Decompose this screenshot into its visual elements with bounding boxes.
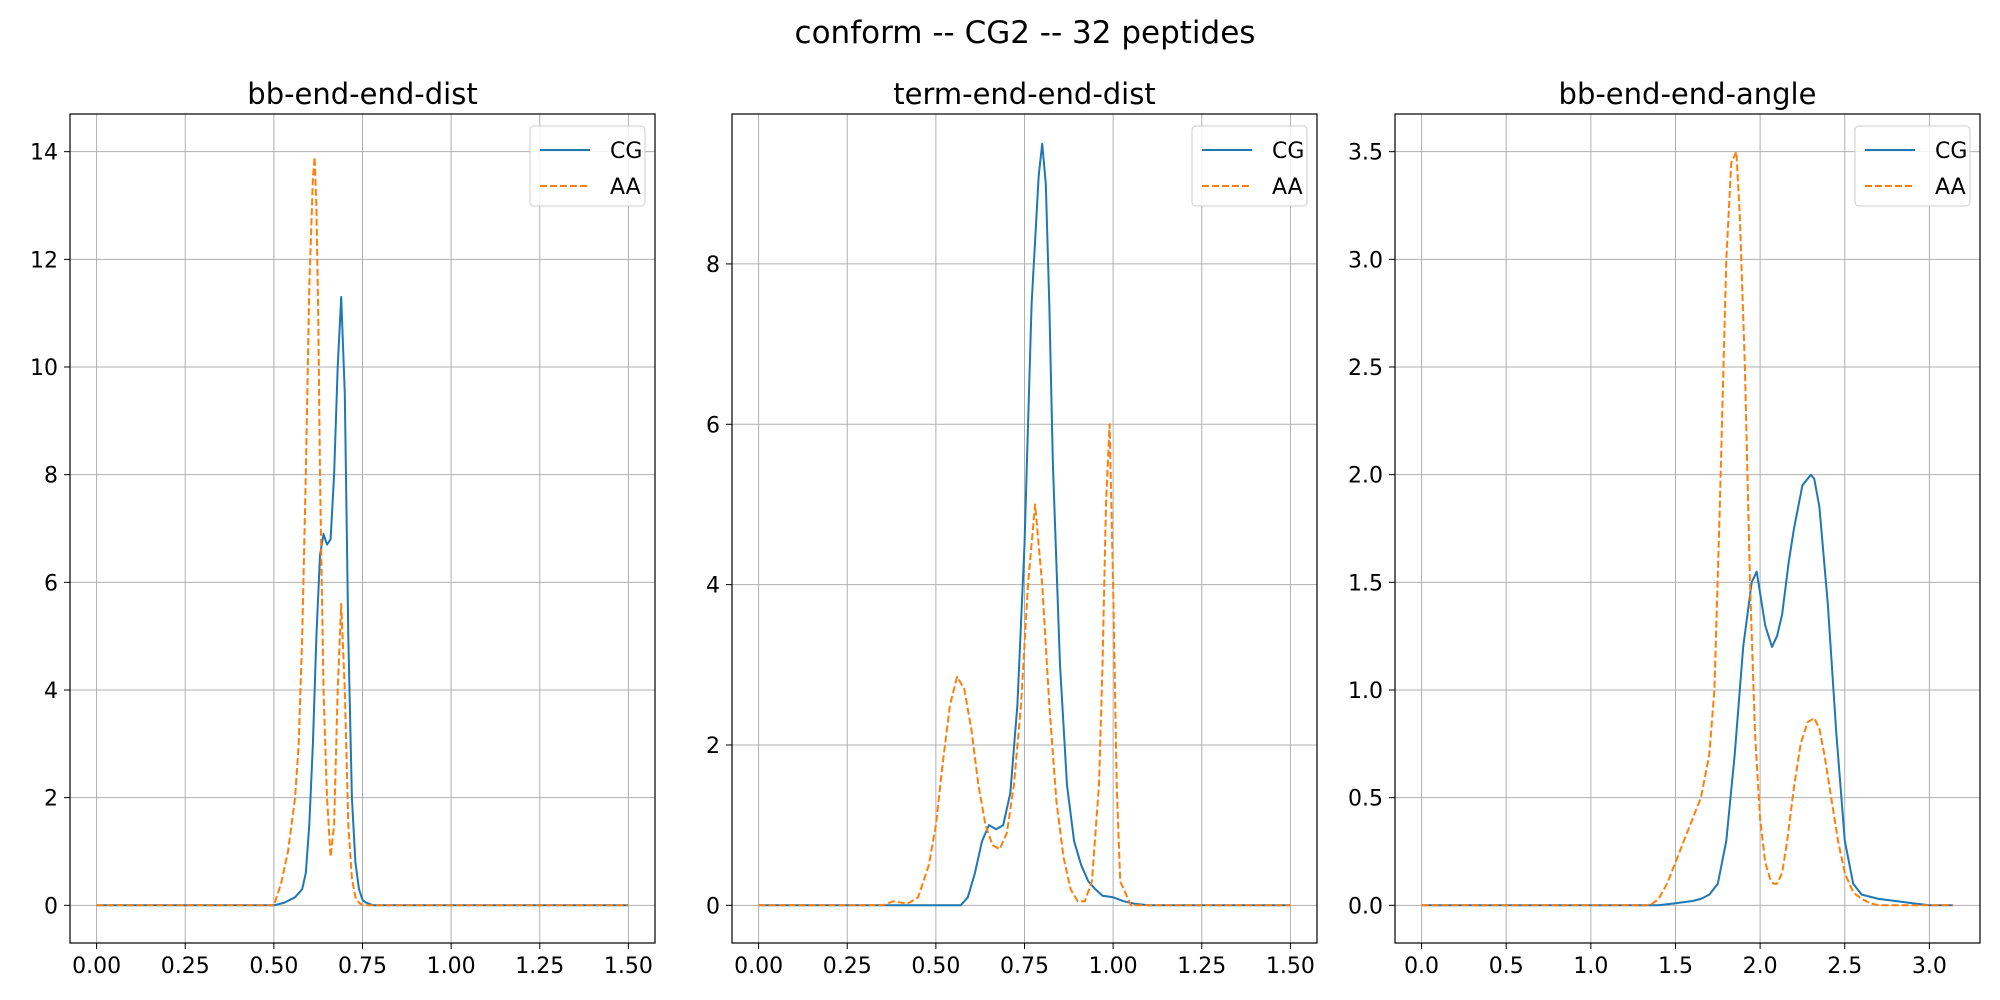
y-tick-label: 8 <box>706 253 720 278</box>
y-tick-label: 3.5 <box>1348 141 1383 166</box>
legend-box <box>529 125 646 207</box>
subplot-2: 0.00 0.25 0.50 0.75 1.00 1.25 1.50 0 2 4 6 8 term-en… <box>706 77 1318 979</box>
y-tick-label: 2 <box>706 734 720 759</box>
legend-label-aa: AA <box>1272 175 1303 200</box>
legend: CG AA <box>1191 125 1308 207</box>
series-line-aa <box>758 423 1291 907</box>
subplot-title: bb-end-end-dist <box>247 77 477 111</box>
y-tick-label: 10 <box>30 356 58 381</box>
y-tick-label: 4 <box>44 679 58 704</box>
subplot-1: 0.00 0.25 0.50 0.75 1.00 1.25 1.50 0 2 4 6 8 10 12 14 b… <box>30 77 656 979</box>
x-tick-label: 0.5 <box>1489 954 1524 979</box>
y-tick-label: 6 <box>44 571 58 596</box>
legend-label-cg: CG <box>610 139 642 164</box>
figure-suptitle: conform -- CG2 -- 32 peptides <box>795 15 1256 51</box>
y-tick-label: 12 <box>30 248 58 273</box>
x-tick-label: 2.0 <box>1743 954 1778 979</box>
y-tick-label: 8 <box>44 464 58 489</box>
subplot-title: bb-end-end-angle <box>1559 77 1817 111</box>
x-tick-label: 0.25 <box>161 954 210 979</box>
x-tick-label: 1.50 <box>604 954 653 979</box>
x-tick-label: 0.50 <box>249 954 298 979</box>
subplot-3: 0.0 0.5 1.0 1.5 2.0 2.5 3.0 0.0 0.5 1.0 1.5 2.0 2.5 3… <box>1348 77 1981 979</box>
x-tick-label: 0.75 <box>1000 954 1049 979</box>
x-tick-label: 1.00 <box>1089 954 1138 979</box>
legend: CG AA <box>1854 125 1971 207</box>
y-tick-label: 2.0 <box>1348 464 1383 489</box>
x-tick-label: 1.00 <box>427 954 476 979</box>
y-tick-label: 0 <box>706 894 720 919</box>
series-line-cg <box>96 296 629 907</box>
y-tick-label: 0.0 <box>1348 894 1383 919</box>
y-tick-label: 2.5 <box>1348 356 1383 381</box>
y-tick-label: 1.0 <box>1348 679 1383 704</box>
y-tick-label: 6 <box>706 413 720 438</box>
y-tick-label: 4 <box>706 574 720 599</box>
legend-box <box>1191 125 1308 207</box>
legend-label-aa: AA <box>610 175 641 200</box>
series-line-cg <box>1421 473 1954 907</box>
subplot-title: term-end-end-dist <box>893 77 1155 111</box>
axes-frame <box>1394 113 1981 944</box>
x-tick-label: 3.0 <box>1912 954 1947 979</box>
y-tick-label: 3.0 <box>1348 248 1383 273</box>
x-tick-label: 1.25 <box>515 954 564 979</box>
x-tick-label: 0.25 <box>823 954 872 979</box>
legend-box <box>1854 125 1971 207</box>
legend: CG AA <box>529 125 646 207</box>
x-tick-label: 0.50 <box>911 954 960 979</box>
y-tick-label: 0.5 <box>1348 787 1383 812</box>
x-tick-label: 1.50 <box>1266 954 1315 979</box>
legend-label-cg: CG <box>1272 139 1304 164</box>
x-tick-label: 0.00 <box>72 954 121 979</box>
y-tick-label: 2 <box>44 787 58 812</box>
y-tick-label: 0 <box>44 894 58 919</box>
legend-label-cg: CG <box>1935 139 1967 164</box>
subplot-panels: 0.00 0.25 0.50 0.75 1.00 1.25 1.5002468101214b… <box>30 77 1981 979</box>
x-tick-label: 0.0 <box>1404 954 1439 979</box>
y-tick-label: 14 <box>30 141 58 166</box>
y-tick-label: 1.5 <box>1348 571 1383 596</box>
x-tick-label: 2.5 <box>1827 954 1862 979</box>
series-line-aa <box>1421 150 1954 907</box>
x-tick-label: 1.0 <box>1573 954 1608 979</box>
series-line-aa <box>96 156 629 907</box>
x-tick-label: 0.00 <box>734 954 783 979</box>
x-tick-label: 1.5 <box>1658 954 1693 979</box>
x-tick-label: 1.25 <box>1177 954 1226 979</box>
legend-label-aa: AA <box>1935 175 1966 200</box>
x-tick-label: 0.75 <box>338 954 387 979</box>
